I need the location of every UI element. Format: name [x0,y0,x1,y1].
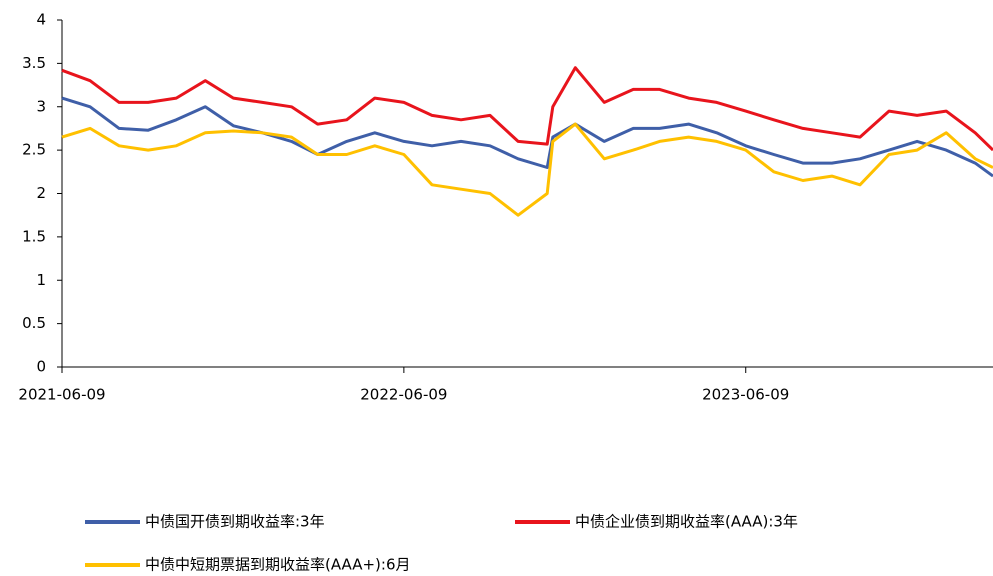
x-tick-label: 2023-06-09 [702,386,789,404]
legend-label: 中债国开债到期收益率:3年 [145,513,325,531]
y-tick-label: 2 [36,184,46,202]
x-tick-label: 2021-06-09 [18,386,105,404]
y-tick-label: 4 [36,11,46,29]
y-tick-label: 3 [36,97,46,115]
series-line [61,96,993,178]
y-tick-label: 0.5 [22,314,46,332]
y-tick-label: 0 [36,358,46,376]
y-tick-label: 1 [36,271,46,289]
legend-label: 中债企业债到期收益率(AAA):3年 [575,513,798,531]
legend-label: 中债中短期票据到期收益率(AAA+):6月 [145,556,411,574]
y-tick-label: 3.5 [22,54,46,72]
y-tick-label: 1.5 [22,227,46,245]
y-tick-label: 2.5 [22,141,46,159]
series-line [61,122,993,217]
x-tick-label: 2022-06-09 [360,386,447,404]
series-line [61,66,993,152]
